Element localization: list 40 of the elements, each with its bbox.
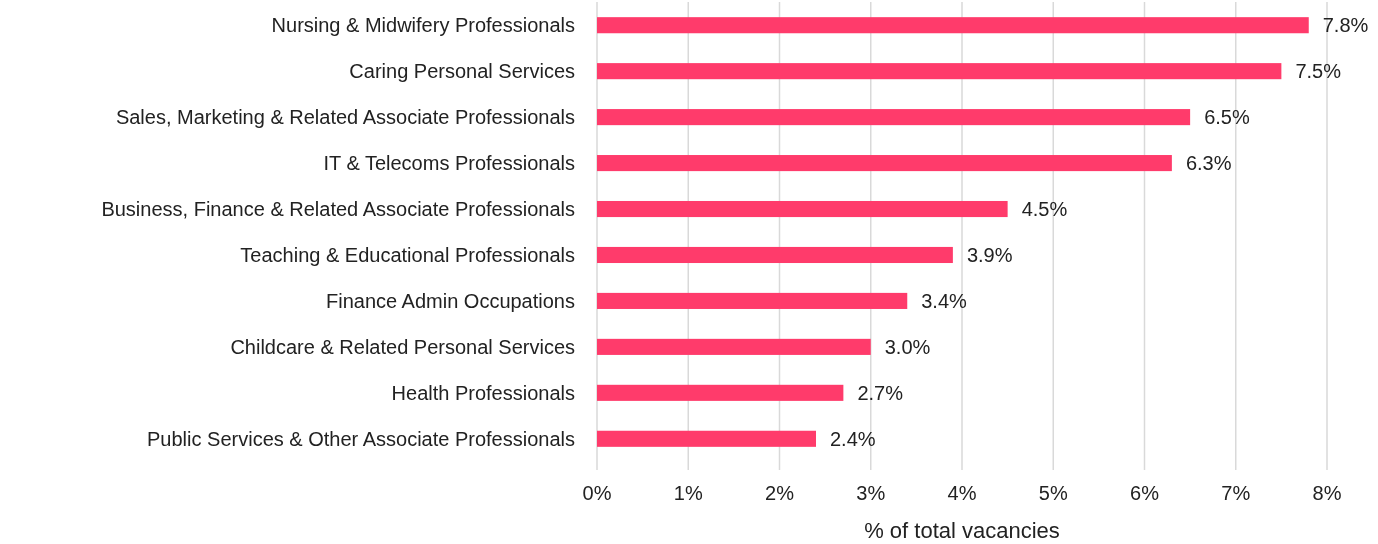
- x-tick-label: 7%: [1221, 482, 1251, 504]
- x-tick-label: 1%: [673, 482, 703, 504]
- data-label: 2.4%: [830, 427, 876, 450]
- x-tick-label: 8%: [1312, 482, 1342, 504]
- data-label: 4.5%: [1021, 198, 1068, 221]
- y-tick-label: Finance Admin Occupations: [325, 289, 575, 312]
- x-tick-label: 6%: [1130, 482, 1160, 504]
- bar: [597, 200, 1008, 218]
- bar: [597, 292, 908, 309]
- bar: [597, 155, 1172, 172]
- data-label: 3.4%: [921, 289, 968, 312]
- x-tick-label: 4%: [947, 482, 977, 504]
- data-label: 7.8%: [1322, 14, 1369, 37]
- y-tick-label: Childcare & Related Personal Services: [230, 335, 575, 358]
- y-tick-label: Sales, Marketing & Related Associate Professionals: [115, 106, 575, 129]
- data-label: 2.7%: [857, 381, 904, 404]
- y-tick-label: Public Services & Other Associate Professionals: [147, 427, 575, 450]
- bar: [597, 63, 1282, 80]
- bar: [597, 430, 816, 447]
- bar: [597, 109, 1191, 126]
- data-label: 6.3%: [1185, 152, 1232, 175]
- data-label: 7.5%: [1295, 60, 1342, 83]
- x-tick-label: 0%: [582, 482, 612, 504]
- x-tick-label: 3%: [856, 482, 886, 504]
- data-label: 3.0%: [884, 335, 931, 358]
- y-tick-label: Nursing & Midwifery Professionals: [271, 14, 575, 37]
- bar: [597, 246, 953, 264]
- x-tick-label: 2%: [765, 482, 795, 504]
- data-label: 3.9%: [966, 243, 1013, 266]
- y-tick-label: IT & Telecoms Professionals: [323, 152, 575, 175]
- y-tick-label: Business, Finance & Related Associate Professionals: [101, 198, 575, 221]
- y-tick-label: Caring Personal Services: [349, 60, 575, 83]
- y-tick-label: Health Professionals: [391, 381, 575, 404]
- x-tick-label: 5%: [1038, 482, 1068, 504]
- data-label: 6.5%: [1204, 106, 1250, 129]
- y-tick-label: Teaching & Educational Professionals: [240, 243, 575, 266]
- bar: [597, 338, 871, 355]
- bar: [597, 384, 844, 401]
- x-axis-title: % of total vacancies: [864, 518, 1060, 543]
- bar: [597, 17, 1309, 34]
